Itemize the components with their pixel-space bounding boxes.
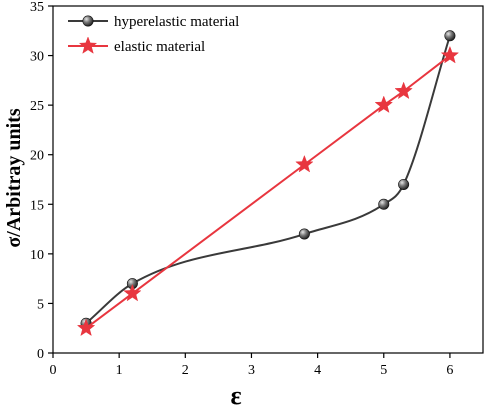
y-tick-label-2: 10 [30, 248, 44, 263]
y-tick-label-4: 20 [30, 149, 44, 164]
series-1-point-2 [295, 155, 314, 173]
series-0-point-4 [398, 178, 410, 190]
x-tick-label-5: 5 [380, 363, 387, 378]
series-1-point-1 [123, 284, 142, 302]
legend-label-0: hyperelastic material [114, 14, 239, 30]
x-tick-label-1: 1 [116, 363, 123, 378]
y-tick-label-7: 35 [30, 0, 44, 15]
x-tick-label-3: 3 [248, 363, 255, 378]
y-tick-label-0: 0 [37, 347, 44, 362]
series-line-0 [85, 35, 451, 325]
legend-label-1: elastic material [114, 39, 205, 55]
y-tick-label-1: 5 [37, 297, 44, 312]
series-1-point-0 [77, 318, 95, 336]
series-1-point-5 [441, 46, 459, 64]
x-tick-label-2: 2 [182, 363, 189, 378]
y-axis-title: σ/Arbitray units [3, 108, 25, 247]
x-axis-title: ε [230, 381, 241, 410]
legend: hyperelastic material elastic material [68, 14, 239, 55]
series-1 [77, 46, 459, 336]
legend-item-0: hyperelastic material [68, 14, 239, 30]
series-0 [80, 30, 456, 329]
plot-frame [52, 5, 484, 354]
legend-item-1: elastic material [68, 36, 205, 55]
y-tick-label-3: 15 [30, 198, 44, 213]
series-1-point-4 [394, 82, 413, 99]
series-0-point-5 [444, 30, 456, 42]
x-tick-label-0: 0 [50, 363, 57, 378]
y-tick-label-6: 30 [30, 50, 44, 65]
series-0-point-2 [298, 228, 310, 240]
series-layer [77, 30, 459, 336]
axes: 0 1 2 3 4 5 6 0 5 10 15 20 25 30 35 [30, 0, 484, 378]
x-tick-label-4: 4 [314, 363, 321, 378]
legend-marker-0 [82, 15, 94, 27]
legend-marker-1 [79, 36, 97, 54]
series-line-1 [85, 54, 451, 330]
x-tick-label-6: 6 [446, 363, 453, 378]
series-0-point-3 [378, 198, 390, 210]
series-1-point-3 [374, 95, 393, 113]
y-tick-label-5: 25 [30, 99, 44, 114]
